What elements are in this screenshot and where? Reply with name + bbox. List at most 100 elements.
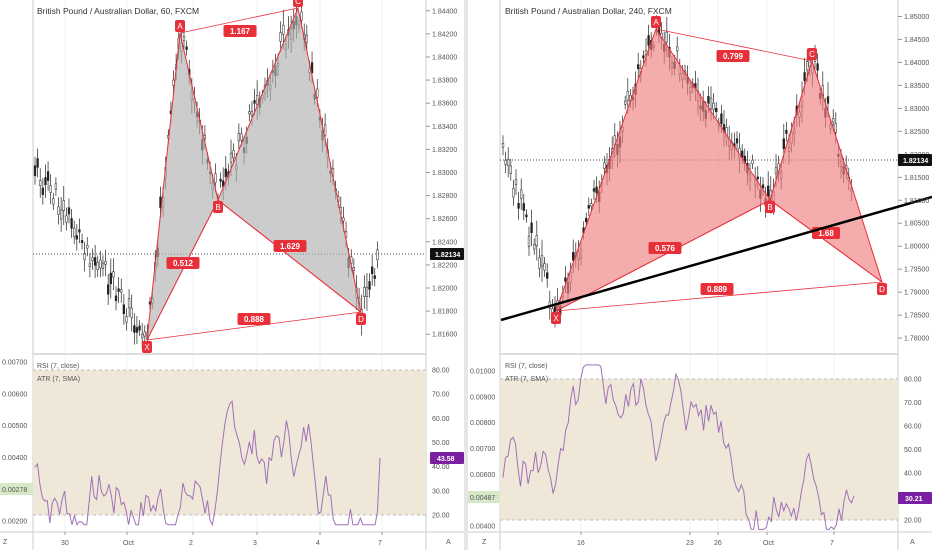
point-label-bg	[142, 341, 152, 353]
rsi-band	[33, 370, 426, 515]
pattern-ratio-line	[146, 199, 219, 341]
candle-body	[88, 263, 92, 267]
pattern-ratio-line	[555, 281, 883, 312]
point-label-x[interactable]: X	[553, 314, 559, 323]
candle-body	[546, 272, 549, 279]
atr-value-label-bg	[468, 491, 500, 503]
rsi-value: 43.58	[437, 456, 455, 463]
candle-body	[323, 124, 327, 136]
corner-left-label[interactable]: Z	[3, 539, 8, 546]
candle-body	[522, 203, 525, 211]
candle-body	[371, 266, 374, 275]
rsi-tick-label: 30.00	[432, 488, 450, 495]
point-label-c[interactable]: C	[809, 50, 815, 59]
candle-body	[65, 215, 68, 223]
candle-body	[316, 88, 319, 98]
ratio-label-bg	[237, 313, 271, 325]
candle-body	[109, 272, 112, 285]
candle-body	[279, 32, 282, 42]
price-tick-label: 1.85000	[904, 14, 929, 21]
harmonic-pattern-right: 0.576 0.799 1.68 0.889 X A B C D	[551, 16, 887, 324]
price-tick-label: 1.80500	[904, 221, 929, 228]
point-label-c[interactable]: C	[295, 0, 301, 6]
atr-value: 0.00278	[2, 487, 27, 494]
point-label-bg	[293, 0, 303, 7]
rsi-line-left	[34, 399, 381, 527]
candle-body	[543, 263, 546, 271]
rsi-tick-label: 60.00	[432, 416, 450, 423]
candle-body	[767, 185, 770, 197]
candle-body	[644, 50, 648, 55]
price-axis-left: 1.84400 1.84200 1.84000 1.83800 1.83600 1.834…	[426, 8, 457, 339]
candle-body	[70, 218, 73, 229]
candle-body	[59, 209, 63, 220]
atr-tick-label: 0.01000	[470, 369, 495, 376]
candle-body	[49, 185, 52, 193]
candle-body	[104, 261, 107, 265]
candle-body	[33, 165, 37, 177]
point-label-a[interactable]: A	[177, 22, 183, 31]
candle-body	[527, 235, 531, 247]
candle-body	[590, 203, 593, 207]
time-tick-label: 2	[189, 540, 193, 547]
candle-body	[509, 165, 512, 174]
candle-body	[99, 259, 102, 269]
point-label-x[interactable]: X	[144, 343, 150, 352]
candle-body	[237, 133, 241, 142]
last-price-label: 1.82134	[898, 154, 932, 166]
point-label-d[interactable]: D	[358, 315, 364, 324]
atr-tick-label: 0.00900	[470, 394, 495, 401]
candle-body	[300, 11, 303, 21]
candle-body	[93, 257, 97, 266]
trendline[interactable]	[500, 195, 932, 322]
point-label-d[interactable]: D	[879, 285, 885, 294]
candle-body	[530, 222, 533, 233]
rsi-tick-label: 20.00	[432, 513, 450, 520]
point-label-bg	[551, 312, 561, 324]
time-tick-label: 3	[253, 540, 257, 547]
corner-left-label[interactable]: Z	[482, 539, 487, 546]
corner-right-label[interactable]: A	[446, 539, 451, 546]
point-label-b[interactable]: B	[767, 203, 772, 212]
candle-body	[832, 118, 835, 123]
candle-body	[603, 162, 606, 169]
time-tick-label: 30	[61, 540, 69, 547]
candle-body	[250, 110, 254, 116]
candle-body	[135, 327, 139, 333]
panel-divider[interactable]	[464, 0, 468, 550]
candle-body	[785, 129, 788, 134]
candle-body	[756, 176, 759, 180]
rsi-line	[34, 399, 381, 527]
rsi-band	[500, 379, 898, 520]
corner-right-label[interactable]: A	[910, 539, 915, 546]
candle-body	[120, 289, 123, 293]
candle-body	[647, 35, 650, 46]
chart-panel-left: 0.512 1.167 1.629 0.888 X A B C D 1.84400 1.84200…	[0, 0, 464, 550]
candle-body	[44, 177, 47, 186]
candle-body	[540, 255, 544, 267]
candle-body	[86, 244, 89, 249]
chart-svg-left: 0.512 1.167 1.629 0.888 X A B C D 1.84400 1.84200…	[0, 0, 464, 550]
last-price-value: 1.82134	[435, 252, 460, 259]
pattern-ratio-line	[146, 311, 362, 341]
candle-body	[368, 281, 371, 290]
rsi-line-right	[502, 364, 855, 531]
ratio-label-xb: 0.512	[173, 259, 194, 268]
candle-body	[141, 333, 144, 339]
time-tick-label: 7	[830, 540, 834, 547]
ratio-label-xd: 0.888	[244, 315, 265, 324]
point-label-b[interactable]: B	[215, 203, 220, 212]
point-label-a[interactable]: A	[653, 18, 659, 27]
pane-separator	[500, 353, 898, 355]
pane-separator	[33, 353, 426, 355]
candle-body	[310, 62, 314, 74]
candle-body	[592, 188, 596, 192]
price-tick-label: 1.83200	[432, 147, 457, 154]
candle-body	[46, 171, 50, 181]
candle-body	[735, 138, 739, 144]
candle-body	[229, 152, 233, 163]
price-tick-label: 1.82600	[432, 216, 457, 223]
atr-tick-label: 0.00400	[470, 524, 495, 531]
candle-body	[67, 207, 71, 215]
indicator-axes-left: 80.00 70.00 60.00 50.00 40.00 30.00 20.00 0.007…	[2, 360, 450, 526]
